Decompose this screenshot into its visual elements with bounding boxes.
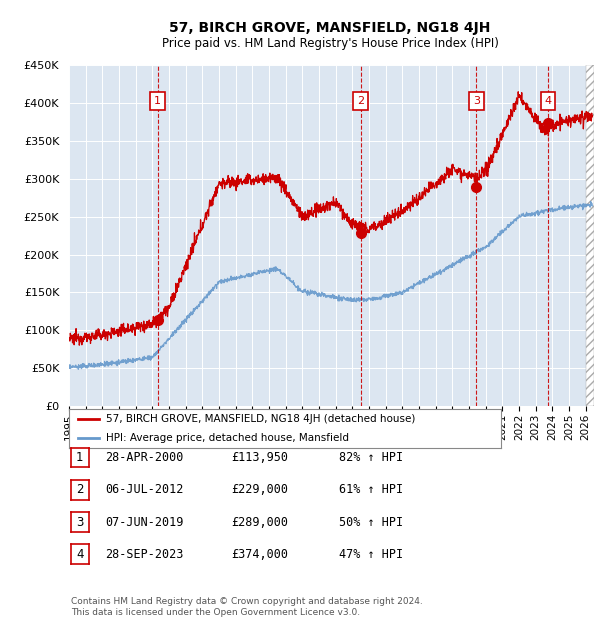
Text: 50% ↑ HPI: 50% ↑ HPI [339,516,403,528]
Text: 57, BIRCH GROVE, MANSFIELD, NG18 4JH (detached house): 57, BIRCH GROVE, MANSFIELD, NG18 4JH (de… [106,414,415,424]
Text: 3: 3 [473,96,480,106]
Text: Price paid vs. HM Land Registry's House Price Index (HPI): Price paid vs. HM Land Registry's House … [161,37,499,50]
Text: 61% ↑ HPI: 61% ↑ HPI [339,484,403,496]
Text: 57, BIRCH GROVE, MANSFIELD, NG18 4JH: 57, BIRCH GROVE, MANSFIELD, NG18 4JH [169,21,491,35]
Text: 2: 2 [357,96,364,106]
Text: 07-JUN-2019: 07-JUN-2019 [105,516,184,528]
Text: 2: 2 [76,484,83,496]
Text: 06-JUL-2012: 06-JUL-2012 [105,484,184,496]
Text: 47% ↑ HPI: 47% ↑ HPI [339,548,403,560]
Text: £229,000: £229,000 [231,484,288,496]
Text: 4: 4 [76,548,83,560]
Text: £289,000: £289,000 [231,516,288,528]
Text: £374,000: £374,000 [231,548,288,560]
Text: £113,950: £113,950 [231,451,288,464]
Text: 1: 1 [154,96,161,106]
Text: Contains HM Land Registry data © Crown copyright and database right 2024.
This d: Contains HM Land Registry data © Crown c… [71,598,422,617]
Text: 82% ↑ HPI: 82% ↑ HPI [339,451,403,464]
Text: HPI: Average price, detached house, Mansfield: HPI: Average price, detached house, Mans… [106,433,349,443]
Text: 3: 3 [76,516,83,528]
Text: 28-SEP-2023: 28-SEP-2023 [105,548,184,560]
Text: 1: 1 [76,451,83,464]
Text: 28-APR-2000: 28-APR-2000 [105,451,184,464]
Text: 4: 4 [544,96,551,106]
